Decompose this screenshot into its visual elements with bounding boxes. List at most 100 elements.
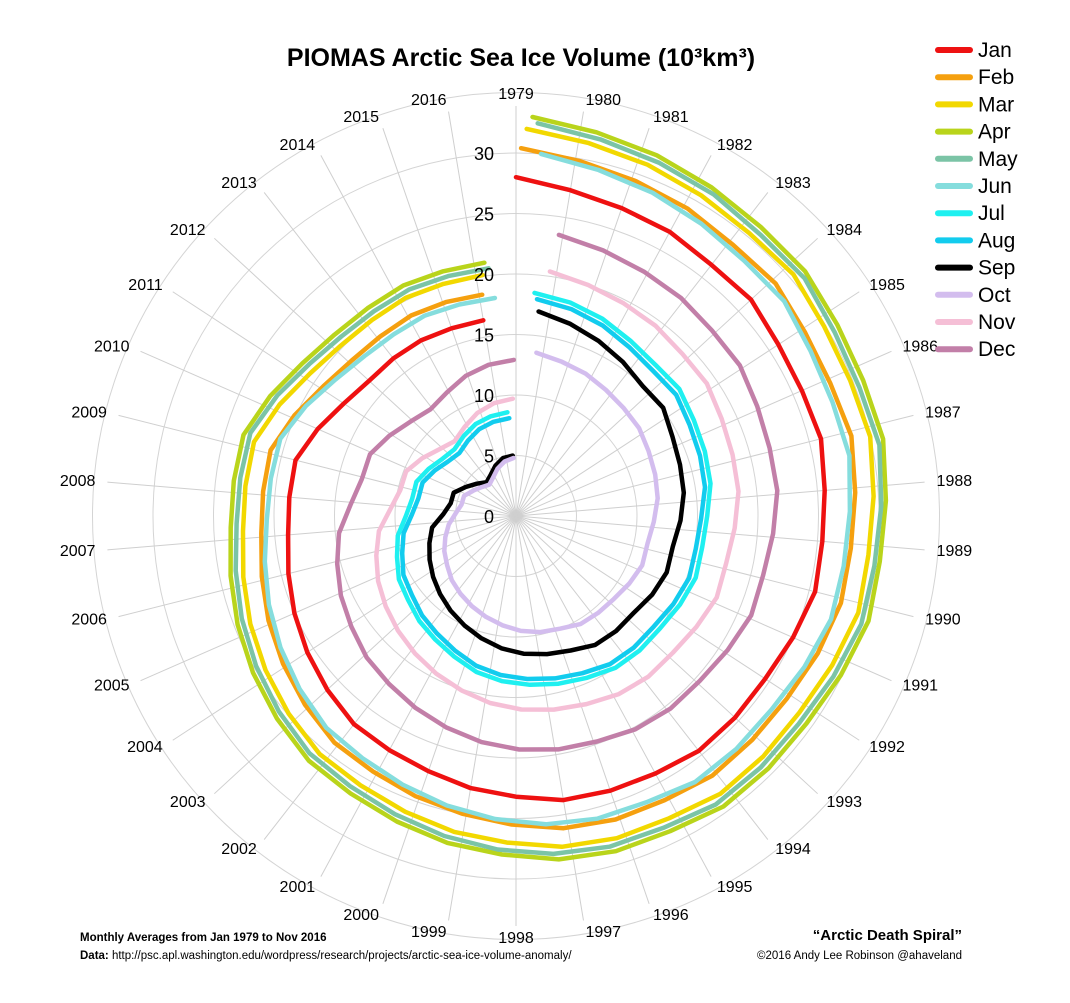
series-line-feb bbox=[259, 145, 858, 831]
year-label-1993: 1993 bbox=[826, 794, 862, 811]
year-label-1986: 1986 bbox=[902, 338, 938, 355]
year-label-2006: 2006 bbox=[71, 612, 107, 629]
year-label-2012: 2012 bbox=[170, 222, 206, 239]
year-label-2004: 2004 bbox=[127, 739, 163, 756]
spoke-1987 bbox=[515, 414, 914, 517]
year-label-1984: 1984 bbox=[826, 222, 862, 239]
spoke-2014 bbox=[320, 155, 517, 517]
year-label-2001: 2001 bbox=[280, 879, 316, 896]
year-label-2002: 2002 bbox=[221, 841, 257, 858]
legend-item-mar: Mar bbox=[935, 93, 1014, 116]
year-label-2010: 2010 bbox=[94, 338, 130, 355]
series-line-aug bbox=[399, 296, 708, 682]
spoke-2002 bbox=[263, 515, 517, 840]
year-label-2009: 2009 bbox=[71, 404, 107, 421]
year-label-1995: 1995 bbox=[717, 879, 753, 896]
year-label-1994: 1994 bbox=[775, 841, 811, 858]
year-label-2016: 2016 bbox=[411, 92, 447, 109]
spoke-1992 bbox=[515, 515, 860, 741]
legend-label-may: May bbox=[978, 148, 1018, 171]
legend-label-oct: Oct bbox=[978, 284, 1011, 307]
legend: Jan Feb Mar Apr May Jun Jul Aug Sep Oct Nov Dec bbox=[935, 39, 1018, 361]
radial-tick-5: 5 bbox=[484, 447, 494, 467]
year-label-1980: 1980 bbox=[585, 92, 621, 109]
year-label-2014: 2014 bbox=[280, 137, 316, 154]
footer-data-url: http://psc.apl.washington.edu/wordpress/… bbox=[108, 950, 572, 962]
legend-item-jun: Jun bbox=[935, 175, 1012, 198]
year-label-2011: 2011 bbox=[128, 277, 163, 294]
spoke-1989 bbox=[515, 515, 925, 551]
grid-circle bbox=[92, 92, 940, 940]
year-label-2000: 2000 bbox=[343, 907, 379, 924]
legend-item-nov: Nov bbox=[935, 311, 1016, 334]
spoke-1981 bbox=[515, 128, 650, 517]
legend-label-feb: Feb bbox=[978, 66, 1014, 89]
series-line-nov bbox=[374, 269, 741, 712]
radial-tick-10: 10 bbox=[474, 386, 494, 406]
spoke-1993 bbox=[515, 515, 818, 795]
legend-label-aug: Aug bbox=[978, 229, 1015, 252]
spoke-2016 bbox=[448, 111, 517, 517]
year-label-2015: 2015 bbox=[343, 109, 379, 126]
year-label-1999: 1999 bbox=[411, 924, 447, 941]
radial-tick-15: 15 bbox=[474, 326, 494, 346]
radial-tick-30: 30 bbox=[474, 144, 494, 164]
legend-item-feb: Feb bbox=[935, 66, 1014, 89]
series-line-jan bbox=[285, 174, 827, 803]
series-line-sep bbox=[427, 309, 687, 657]
legend-label-sep: Sep bbox=[978, 257, 1015, 280]
legend-label-jan: Jan bbox=[978, 39, 1012, 62]
spoke-1994 bbox=[515, 515, 769, 840]
year-label-1988: 1988 bbox=[937, 473, 973, 490]
year-label-1979: 1979 bbox=[498, 86, 534, 103]
year-label-1987: 1987 bbox=[925, 404, 961, 421]
year-label-1990: 1990 bbox=[925, 612, 961, 629]
year-label-1989: 1989 bbox=[937, 543, 973, 560]
year-label-2013: 2013 bbox=[221, 175, 257, 192]
year-label-1985: 1985 bbox=[869, 277, 905, 294]
year-label-1991: 1991 bbox=[902, 678, 938, 695]
spoke-2005 bbox=[140, 515, 517, 682]
year-label-2003: 2003 bbox=[170, 794, 206, 811]
year-label-1992: 1992 bbox=[869, 739, 905, 756]
legend-item-apr: Apr bbox=[935, 121, 1011, 144]
legend-label-mar: Mar bbox=[978, 93, 1014, 116]
legend-item-jul: Jul bbox=[935, 202, 1005, 225]
spoke-2007 bbox=[107, 515, 517, 551]
year-label-2007: 2007 bbox=[60, 543, 96, 560]
legend-label-dec: Dec bbox=[978, 338, 1015, 361]
legend-label-jul: Jul bbox=[978, 202, 1005, 225]
spoke-2015 bbox=[382, 128, 517, 517]
spoke-1991 bbox=[515, 515, 892, 682]
radial-tick-25: 25 bbox=[474, 205, 494, 225]
spoke-1988 bbox=[515, 481, 925, 517]
spoke-2000 bbox=[382, 515, 517, 904]
legend-item-oct: Oct bbox=[935, 284, 1011, 307]
legend-item-may: May bbox=[935, 148, 1018, 171]
year-label-1998: 1998 bbox=[498, 930, 534, 947]
year-label-1982: 1982 bbox=[717, 137, 753, 154]
footer-data-label: Data: bbox=[80, 950, 109, 962]
series-line-mar bbox=[240, 126, 876, 850]
year-label-1996: 1996 bbox=[653, 907, 689, 924]
year-label-1997: 1997 bbox=[585, 924, 621, 941]
year-label-2005: 2005 bbox=[94, 678, 130, 695]
radial-ticks: 0 5 10 15 20 25 30 bbox=[474, 144, 494, 527]
chart-title: PIOMAS Arctic Sea Ice Volume (10³km³) bbox=[287, 44, 755, 72]
year-labels: 1979 1980 1981 1982 1983 1984 1985 1986 1987 1988… bbox=[60, 86, 972, 947]
spoke-1990 bbox=[515, 515, 914, 618]
series-line-apr bbox=[228, 114, 889, 862]
spoke-2006 bbox=[118, 515, 517, 618]
footer-subtitle: Monthly Averages from Jan 1979 to Nov 20… bbox=[80, 932, 327, 944]
legend-item-jan: Jan bbox=[935, 39, 1012, 62]
legend-item-sep: Sep bbox=[935, 257, 1015, 280]
radial-tick-20: 20 bbox=[474, 265, 494, 285]
footer-credit: ©2016 Andy Lee Robinson @ahaveland bbox=[757, 950, 962, 962]
spoke-2004 bbox=[172, 515, 517, 741]
spoke-2010 bbox=[140, 350, 517, 517]
year-label-2008: 2008 bbox=[60, 473, 96, 490]
legend-label-nov: Nov bbox=[978, 311, 1016, 334]
radial-tick-0: 0 bbox=[484, 507, 494, 527]
series-line-jul bbox=[394, 290, 713, 688]
